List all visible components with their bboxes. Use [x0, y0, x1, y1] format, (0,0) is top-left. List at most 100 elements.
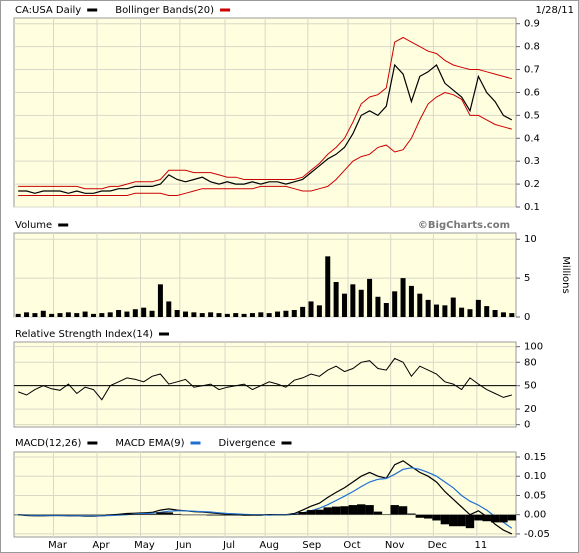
y-tick-label: 5 [524, 273, 530, 284]
bar [55, 514, 65, 516]
bar [450, 297, 456, 317]
bar [47, 514, 56, 516]
y-tick-label: 100 [524, 342, 543, 353]
bar [382, 514, 391, 515]
bar [415, 514, 424, 518]
bar [283, 310, 289, 317]
bar [298, 512, 307, 515]
bar [315, 509, 324, 515]
legend-label: MACD EMA(9) [115, 438, 184, 449]
price-line [18, 63, 513, 194]
x-tick-label: Jul [222, 540, 235, 551]
bar [500, 312, 506, 317]
x-tick-label: Sep [302, 540, 321, 551]
bar [166, 301, 172, 317]
x-tick-label: 11 [474, 540, 487, 551]
bar [340, 506, 349, 515]
x-tick-label: Nov [385, 540, 405, 551]
bar [198, 514, 207, 516]
bar [57, 313, 63, 317]
bar [172, 513, 182, 515]
y-tick-label: 0.3 [524, 156, 540, 167]
x-tick-label: Apr [92, 540, 110, 551]
bar [425, 299, 431, 317]
bar [273, 514, 282, 516]
legend-label: Bollinger Bands(20) [115, 5, 214, 16]
y-tick-label: -0.05 [524, 529, 550, 540]
bar [365, 505, 374, 515]
bar [432, 514, 441, 521]
bar [465, 514, 475, 529]
y-tick-label: 0.2 [524, 179, 540, 190]
bar [224, 313, 230, 317]
bar [40, 310, 46, 317]
legend-label: Relative Strength Index(14) [15, 329, 153, 340]
bar [191, 312, 197, 317]
y-tick-label: 0.6 [524, 87, 540, 98]
bar [183, 311, 189, 317]
x-tick-label: Jun [175, 540, 192, 551]
bar [256, 514, 266, 516]
x-tick-label: Aug [259, 540, 279, 551]
bar [323, 507, 332, 515]
bar [249, 313, 255, 317]
bar [434, 304, 440, 317]
bar [509, 313, 515, 317]
bar [383, 303, 389, 317]
x-tick-label: Oct [343, 540, 360, 551]
y-tick-label: 0.00 [524, 510, 546, 521]
bar [248, 514, 257, 516]
bar [281, 514, 291, 516]
bar [392, 291, 398, 317]
y-tick-label: 0.10 [524, 471, 546, 482]
bar [206, 514, 215, 516]
y-tick-label: 0.7 [524, 65, 540, 76]
y-tick-label: 0.1 [524, 202, 540, 213]
bar [266, 313, 272, 317]
bar [189, 514, 199, 516]
bar [350, 284, 356, 317]
bar [64, 514, 73, 516]
bar [122, 513, 132, 515]
y-axis-label: Millions [560, 256, 571, 293]
bar [499, 514, 508, 523]
y-tick-label: 0.15 [524, 452, 546, 463]
bar [15, 313, 21, 317]
bar [223, 514, 232, 516]
bar [30, 514, 40, 516]
bar [275, 311, 281, 317]
bar [82, 311, 88, 317]
bar [341, 293, 347, 317]
bar [440, 514, 450, 525]
bar [72, 514, 81, 516]
bar [13, 514, 23, 516]
bar [490, 514, 500, 523]
y-tick-label: 0 [524, 420, 530, 431]
bar [106, 514, 115, 515]
bar [80, 514, 90, 516]
bar [484, 306, 490, 317]
x-tick-label: Dec [428, 540, 447, 551]
legend-label: CA:USA Daily [15, 5, 81, 16]
bar [116, 310, 122, 317]
bar [181, 514, 190, 516]
bar [475, 299, 481, 317]
bar [214, 514, 224, 516]
bar [300, 306, 306, 317]
bar [124, 311, 130, 317]
bar [492, 310, 498, 317]
bar [325, 256, 331, 317]
bar [331, 506, 341, 515]
bar [291, 310, 297, 317]
bar [333, 282, 339, 317]
legend-label: MACD(12,26) [15, 438, 82, 449]
bar [90, 313, 96, 317]
bar [157, 284, 163, 317]
bar [231, 514, 240, 516]
bar [264, 514, 274, 515]
bar [306, 510, 316, 515]
bar [74, 313, 80, 317]
bar [407, 513, 416, 515]
date-label: 1/28/11 [535, 5, 574, 16]
bar [408, 285, 414, 317]
